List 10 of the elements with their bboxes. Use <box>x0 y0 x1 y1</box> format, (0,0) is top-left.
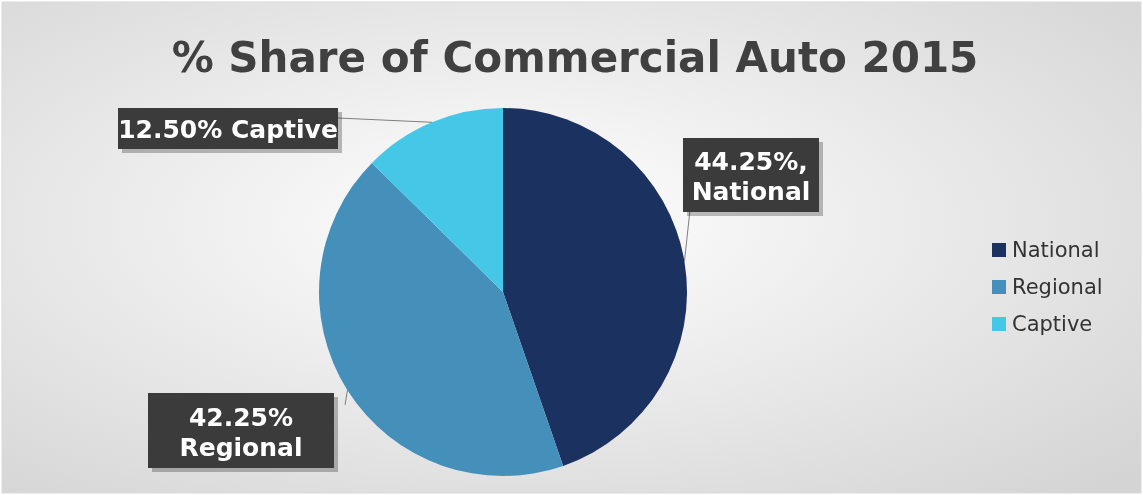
chart-title: % Share of Commercial Auto 2015 <box>171 32 979 82</box>
data-label: 44.25%, National <box>691 146 811 206</box>
pie-slice <box>371 108 503 292</box>
data-label: 12.50% Captive <box>118 114 338 143</box>
pie-slice <box>319 162 564 476</box>
pie-slice <box>503 108 687 466</box>
legend-label: Regional <box>1012 275 1103 299</box>
legend-label: Captive <box>1012 312 1093 336</box>
legend-label: National <box>1012 238 1100 262</box>
data-label: 42.25% Regional <box>179 402 303 461</box>
